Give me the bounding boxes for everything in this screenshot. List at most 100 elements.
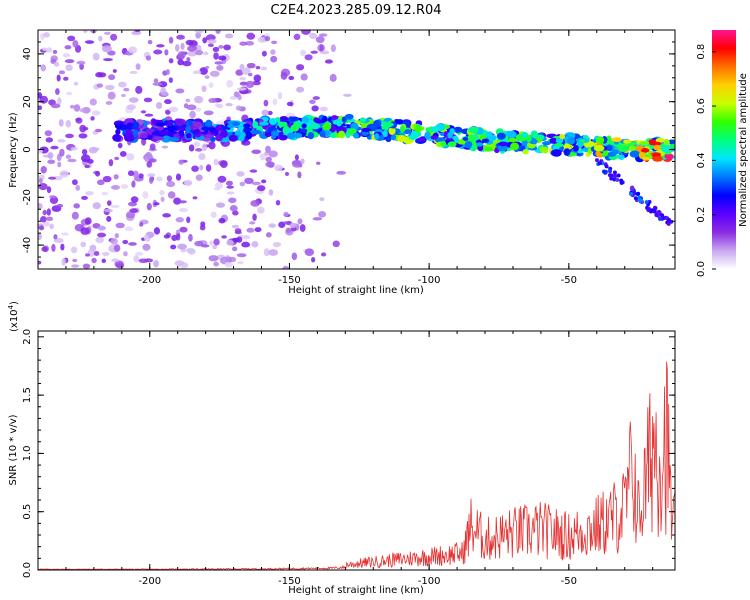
heatmap-cell [270,49,276,55]
heatmap-cell [159,189,165,196]
colorbar-bar [712,30,736,269]
heatmap-cell [83,30,88,34]
heatmap-cell [170,244,177,250]
heatmap-cell [235,105,242,111]
colorbar-tick-label: 0.4 [696,152,707,168]
heatmap-cell [236,171,245,177]
heatmap-cell [38,92,43,99]
heatmap-cell [135,251,144,256]
heatmap-cell [629,150,640,158]
heatmap-cell [313,117,320,123]
heatmap-cell [289,222,297,228]
heatmap-cell [67,35,76,42]
heatmap-cell [337,130,346,139]
heatmap-cell [156,176,163,182]
heatmap-cell [336,119,342,127]
heatmap-cell [382,130,388,138]
heatmap-cell [653,205,658,210]
heatmap-cell [213,52,219,60]
snr-y-label: SNR (10 * v/v) [8,414,19,485]
heatmap-cell [301,123,307,129]
heatmap-cell [243,127,253,132]
heatmap-cell [167,191,176,199]
heatmap-cell [268,189,274,196]
heatmap-cell [138,258,149,264]
heatmap-cell [177,59,185,66]
heatmap-cell [595,158,600,163]
heatmap-cell [232,210,239,216]
heatmap-cell [176,34,185,40]
heatmap-cell [284,171,290,177]
heatmap-cell [60,243,65,251]
heatmap-cell [264,33,271,38]
heatmap-cell [657,210,662,215]
heatmap-cell [102,175,112,183]
heatmap-cell [416,137,427,142]
heatmap-cell [101,45,112,53]
heatmap-cell [245,40,255,46]
heatmap-cell [241,241,251,248]
heatmap-cell [424,131,431,140]
heatmap-cell [143,234,149,242]
colorbar-label: Normalized spectral amplitude [738,73,749,227]
heatmap-cell [288,75,295,81]
heatmap-cell [42,209,47,216]
heatmap-cell [297,171,302,179]
heatmap-cell [612,170,617,175]
heatmap-cell [113,174,119,180]
heatmap-cell [128,97,139,103]
heatmap-cell [318,210,327,218]
heatmap-cell [224,261,233,268]
heatmap-cell [186,57,191,62]
heatmap-cell [91,257,97,264]
heatmap-cell [257,185,266,192]
heatmap-cell [272,98,278,106]
heatmap-cell [110,33,118,41]
heatmap-cell [296,86,305,93]
heatmap-cell [510,142,520,151]
heatmap-cell [110,204,120,209]
heatmap-cell [496,132,506,140]
heatmap-cell [175,217,184,223]
heatmap-cell [216,120,227,126]
snr-frame [37,330,676,571]
heatmap-cell [162,213,172,218]
heatmap-cell [91,110,101,116]
heatmap-cell [265,156,272,163]
heatmap-cell [526,134,532,143]
heatmap-cell [76,60,86,65]
snr-x-ticks: -200 -150 -100 -50 [37,331,654,587]
heatmap-cell [243,123,251,129]
heatmap-cell [84,164,90,169]
heatmap-cell [297,218,303,225]
heatmap-cell [286,101,294,107]
heatmap-cell [64,59,75,64]
heatmap-cell [147,39,153,45]
heatmap-cell [660,213,665,218]
heatmap-cell [186,216,191,224]
heatmap-cell [126,104,136,110]
heatmap-cell [191,165,199,172]
heatmap-cell [218,45,224,49]
heatmap-cell [38,203,43,210]
heatmap-cell [245,131,253,140]
heatmap-cell [242,235,251,240]
heatmap-cell [80,154,91,163]
y-tick-label: 0.5 [22,504,33,520]
heatmap-cell [79,108,85,113]
heatmap-cell [226,80,234,88]
heatmap-cell [53,234,58,240]
heatmap-cell [128,242,137,246]
heatmap-cell [278,134,288,141]
heatmap-cell [80,227,90,235]
heatmap-cell [602,150,609,157]
heatmap-cell [89,98,97,106]
heatmap-cell [42,47,47,52]
heatmap-cell [264,36,271,42]
colorbar-tick-label: 0.2 [696,207,707,223]
heatmap-cell [151,131,162,136]
heatmap-cell [462,136,469,141]
heatmap-cell [347,129,357,134]
heatmap-cell [104,84,115,90]
heatmap-cell [139,132,148,139]
